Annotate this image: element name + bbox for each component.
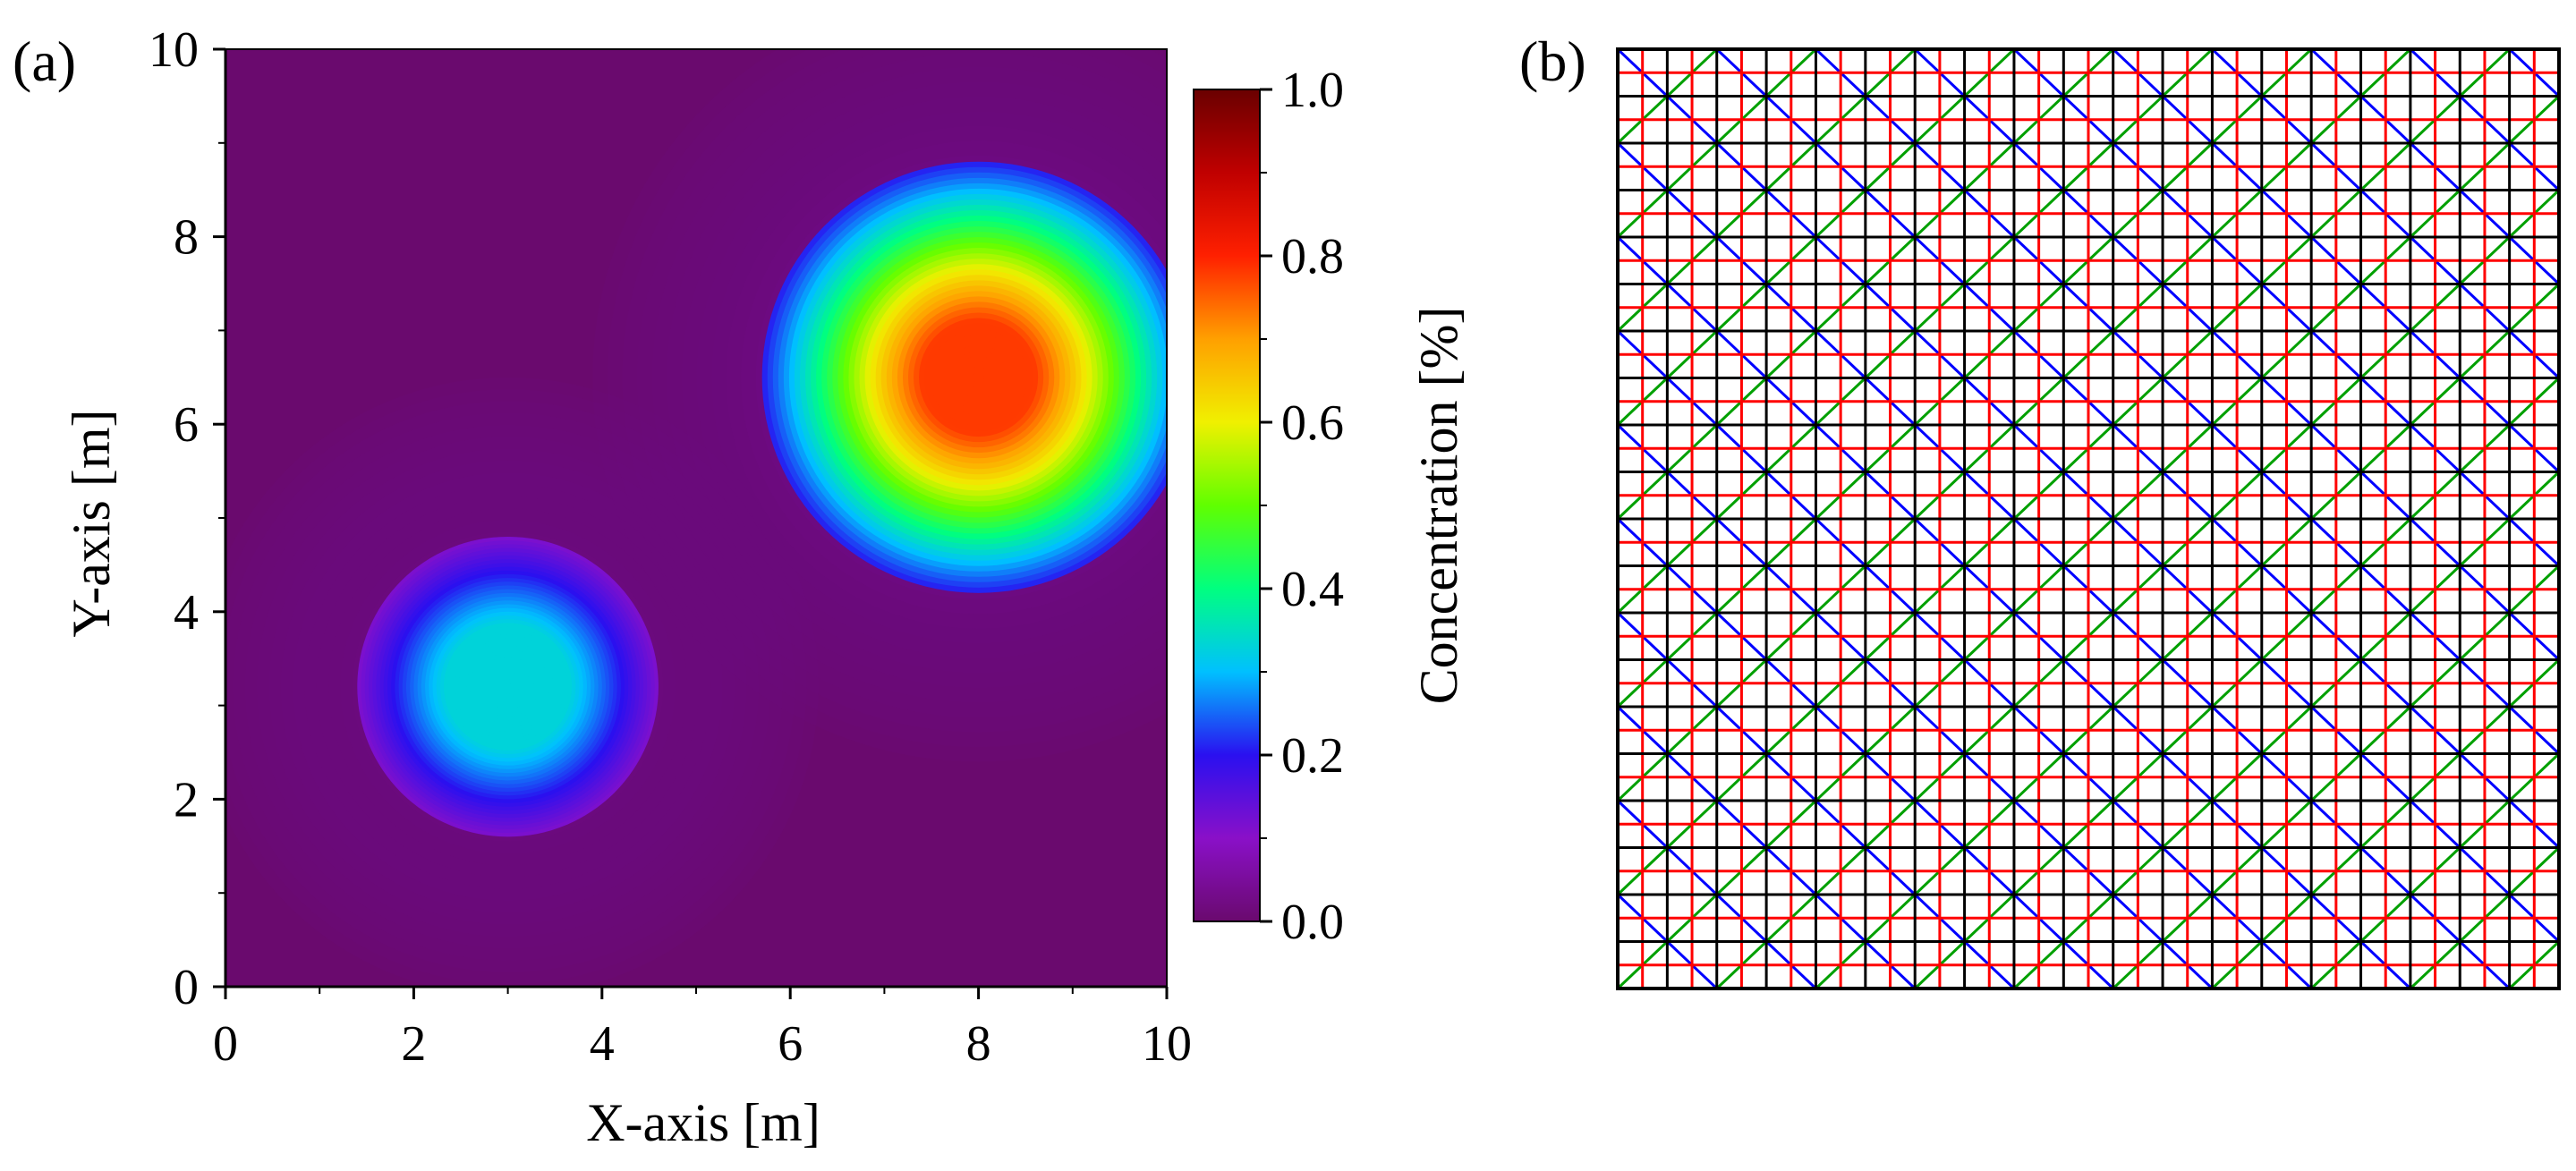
contour-level [504, 683, 512, 691]
mesh-frame [1616, 47, 2561, 990]
y-tick-label: 8 [174, 210, 199, 266]
x-tick-label: 2 [401, 1016, 426, 1072]
x-axis-ticks: 0 2 4 6 8 10 [213, 987, 1192, 1072]
y-axis-ticks: 0 2 4 6 8 10 [149, 22, 225, 1015]
colorbar-tick-label: 0.0 [1281, 895, 1344, 950]
x-tick-label: 6 [778, 1016, 803, 1072]
x-tick-label: 4 [590, 1016, 615, 1072]
x-tick-label: 10 [1142, 1016, 1192, 1072]
colorbar-tick-label: 1.0 [1281, 63, 1344, 118]
triangulated-mesh [1618, 49, 2559, 989]
y-axis-title: Y-axis [m] [62, 410, 121, 638]
x-tick-label: 8 [966, 1016, 991, 1072]
y-tick-label: 2 [174, 772, 199, 827]
colorbar-tick-label: 0.2 [1281, 728, 1344, 784]
panel-b-mesh-diagram: (b) [1519, 30, 2561, 990]
y-tick-label: 0 [174, 960, 199, 1015]
colorbar-ticks: 0.0 0.2 0.4 0.6 0.8 1.0 [1260, 63, 1344, 950]
colorbar-tick-label: 0.8 [1281, 229, 1344, 284]
colorbar-title: Concentration [%] [1409, 307, 1468, 705]
panel-a-contour-plot: (a) 0 2 4 6 8 10 0 2 4 6 8 10 X-axis [m] Y-axis [m… [13, 22, 1468, 1152]
y-tick-label: 4 [174, 585, 199, 641]
y-tick-label: 10 [149, 22, 199, 78]
contour-level [973, 371, 984, 383]
panel-a-label: (a) [13, 30, 76, 93]
x-axis-title: X-axis [m] [586, 1093, 820, 1152]
y-tick-label: 6 [174, 397, 199, 453]
colorbar [1193, 89, 1261, 922]
concentration-field [225, 49, 1167, 987]
x-tick-label: 0 [213, 1016, 238, 1072]
panel-b-label: (b) [1519, 30, 1586, 93]
colorbar-tick-label: 0.6 [1281, 395, 1344, 451]
colorbar-tick-label: 0.4 [1281, 562, 1344, 617]
